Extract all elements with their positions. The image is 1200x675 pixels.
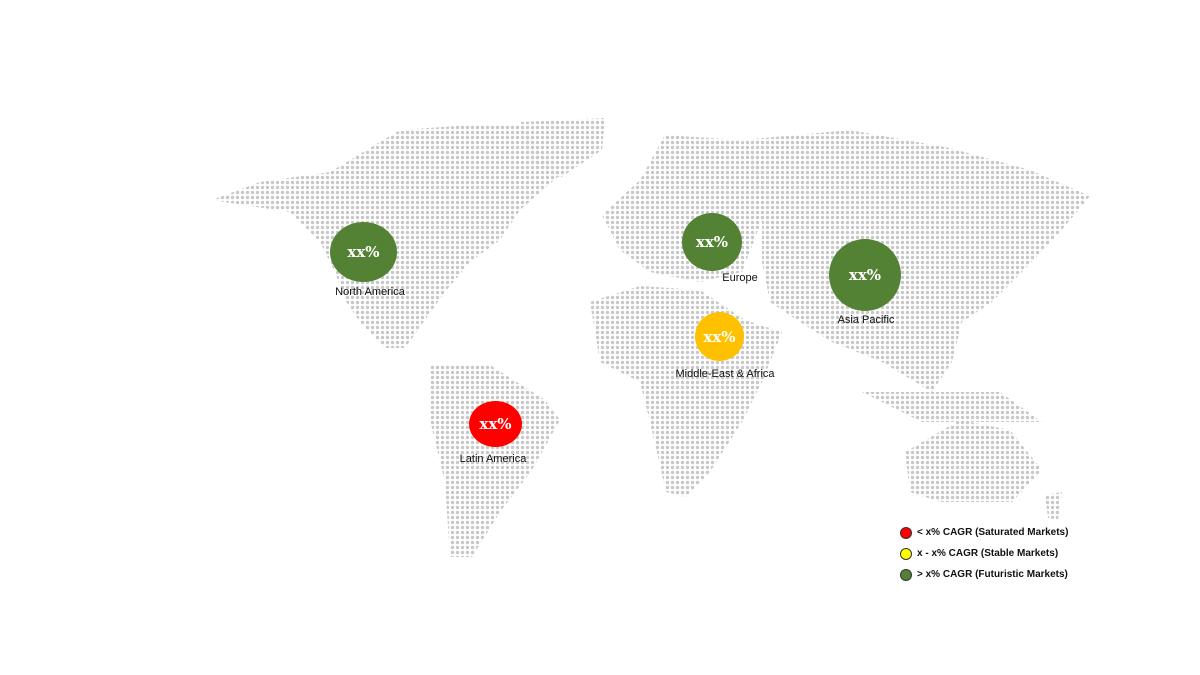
region-bubble-europe[interactable]: xx% bbox=[682, 213, 742, 271]
australia-land bbox=[905, 420, 1042, 502]
region-value: xx% bbox=[695, 233, 729, 251]
new-zealand-land bbox=[1045, 492, 1062, 520]
legend-label: > x% CAGR (Futuristic Markets) bbox=[917, 569, 1068, 580]
region-label-asia-pacific: Asia Pacific bbox=[837, 314, 895, 326]
africa-land bbox=[590, 286, 782, 497]
greenland-land bbox=[520, 118, 605, 178]
indonesia-land bbox=[862, 392, 1042, 422]
legend-item-stable: x - x% CAGR (Stable Markets) bbox=[900, 543, 1068, 564]
region-label-middle-east-africa: Middle-East & Africa bbox=[675, 368, 775, 380]
region-value: xx% bbox=[848, 266, 882, 284]
region-label-latin-america: Latin America bbox=[459, 453, 527, 465]
region-value: xx% bbox=[347, 243, 380, 261]
legend-label: x - x% CAGR (Stable Markets) bbox=[917, 548, 1059, 559]
legend-item-futuristic: > x% CAGR (Futuristic Markets) bbox=[900, 564, 1068, 585]
region-bubble-north-america[interactable]: xx% bbox=[330, 222, 397, 282]
region-bubble-latin-america[interactable]: xx% bbox=[469, 401, 522, 447]
legend-item-saturated: < x% CAGR (Saturated Markets) bbox=[900, 522, 1068, 543]
asia-land bbox=[742, 130, 1090, 392]
region-value: xx% bbox=[479, 415, 512, 433]
yellow-circle-icon bbox=[900, 547, 912, 560]
region-bubble-asia-pacific[interactable]: xx% bbox=[829, 239, 901, 311]
south-america-land bbox=[430, 365, 560, 557]
region-label-north-america: North America bbox=[335, 286, 405, 298]
region-value: xx% bbox=[703, 327, 736, 346]
region-label-europe: Europe bbox=[722, 272, 758, 284]
europe-land bbox=[602, 135, 762, 282]
region-bubble-middle-east-africa[interactable]: xx% bbox=[695, 312, 744, 361]
legend-label: < x% CAGR (Saturated Markets) bbox=[917, 527, 1069, 538]
legend: < x% CAGR (Saturated Markets) x - x% CAG… bbox=[900, 522, 1068, 585]
red-circle-icon bbox=[900, 526, 912, 539]
green-circle-icon bbox=[900, 568, 912, 581]
